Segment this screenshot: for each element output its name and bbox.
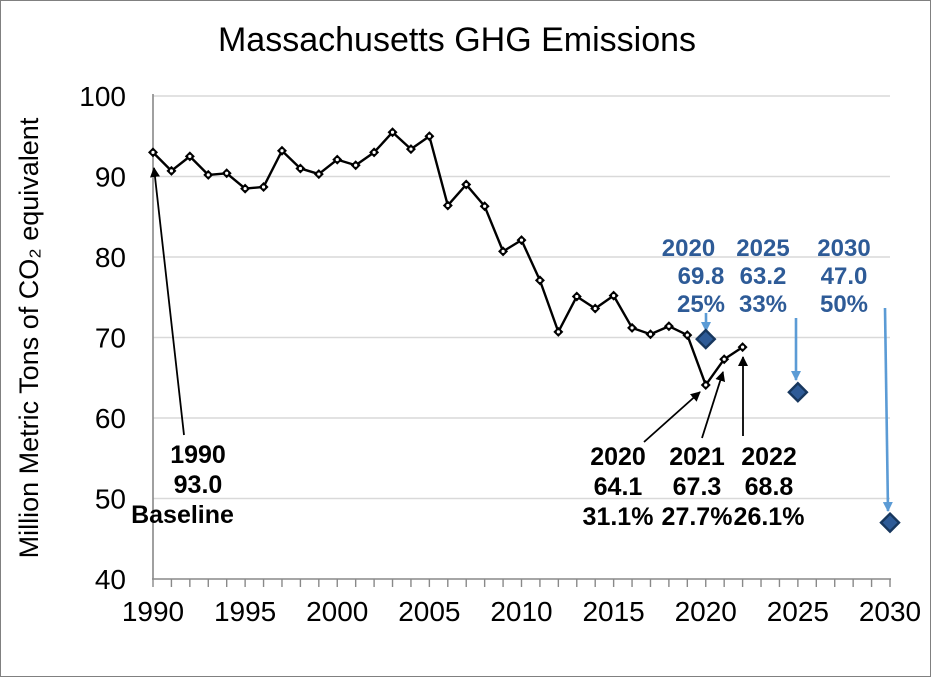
annotation-actual-2021: 2021 67.3 27.7%	[642, 442, 752, 532]
annotation-target-2020-pct: 25%	[676, 291, 726, 318]
annotation-actual-2021-value: 67.3	[672, 473, 722, 501]
marker-center-dot	[169, 169, 174, 173]
y-tick-label-50: 50	[95, 484, 126, 515]
annotation-actual-2021-pct: 27.7%	[661, 503, 733, 531]
marker-center-dot	[630, 326, 634, 330]
annotation-target-2030-pct: 50%	[819, 291, 869, 318]
marker-center-dot	[575, 294, 579, 299]
marker-center-dot	[593, 306, 597, 311]
annotation-target-2025-pct: 33%	[738, 291, 788, 318]
marker-center-dot	[298, 166, 302, 171]
marker-center-dot	[464, 182, 468, 187]
marker-center-dot	[280, 149, 284, 153]
marker-center-dot	[225, 171, 229, 175]
annotation-target-2030-value: 47.0	[820, 263, 868, 290]
y-axis-title: Million Metric Tons of CO₂ equivalent	[14, 117, 44, 559]
annotation-baseline-label: Baseline	[131, 501, 234, 529]
gridlines	[153, 95, 890, 500]
annotation-actual-2020-value: 64.1	[593, 473, 643, 501]
marker-center-dot	[409, 147, 413, 151]
series-actual-emissions	[148, 127, 748, 390]
y-tick-label-60: 60	[95, 403, 126, 434]
annotation-baseline: 1990 93.0 Baseline	[131, 440, 253, 530]
marker-center-dot	[427, 134, 431, 138]
annotation-target-2020-value: 69.8	[677, 263, 725, 290]
annotation-actual-2022-year: 2022	[741, 443, 797, 471]
annotation-arrow-1	[643, 391, 701, 443]
marker-center-dot	[483, 204, 487, 208]
annotation-baseline-year: 1990	[170, 441, 226, 469]
x-tick-label-2015: 2015	[582, 596, 644, 627]
target-marker-2025	[787, 381, 809, 403]
target-marker-2020	[695, 328, 717, 350]
annotation-actual-2022: 2022 68.8 26.1%	[714, 442, 824, 532]
marker-center-dot	[501, 249, 505, 253]
annotation-arrow-6	[882, 307, 893, 512]
x-tick-label-1990: 1990	[122, 596, 184, 627]
annotation-target-2025-year: 2025	[736, 235, 790, 262]
x-tick-label-2010: 2010	[490, 596, 552, 627]
marker-center-dot	[519, 238, 524, 242]
marker-center-dot	[243, 186, 247, 191]
annotation-actual-2022-value: 68.8	[744, 473, 794, 501]
target-marker-2030	[879, 511, 901, 534]
x-tick-label-2005: 2005	[398, 596, 460, 627]
annotation-actual-2020: 2020 64.1 31.1%	[563, 442, 673, 532]
marker-center-dot	[206, 173, 210, 177]
marker-center-dot	[612, 294, 616, 298]
x-tick-label-2025: 2025	[767, 596, 829, 627]
y-tick-label-40: 40	[95, 564, 126, 595]
marker-center-dot	[704, 383, 708, 387]
annotation-actual-2020-year: 2020	[590, 443, 646, 471]
y-tick-labels: 40 50 60 70 80 90 100	[79, 81, 126, 595]
x-tick-label-2000: 2000	[306, 596, 368, 627]
annotation-arrow-0	[150, 167, 185, 436]
x-tick-labels: 1990 1995 2000 2005 2010 2015 2020 2025 2030	[122, 596, 921, 627]
annotation-actual-2021-year: 2021	[669, 443, 725, 471]
marker-center-dot	[261, 185, 266, 189]
annotation-baseline-value: 93.0	[173, 471, 223, 499]
annotation-actual-2022-pct: 26.1%	[733, 503, 805, 531]
annotation-actual-2020-pct: 31.1%	[582, 503, 654, 531]
chart-title: Massachusetts GHG Emissions	[217, 21, 697, 59]
marker-center-dot	[648, 332, 653, 336]
annotation-arrows	[150, 167, 893, 512]
marker-center-dot	[372, 150, 376, 154]
marker-center-dot	[722, 357, 726, 361]
series-targets	[695, 328, 901, 534]
annotation-target-2030-year: 2030	[817, 235, 871, 262]
y-tick-label-90: 90	[95, 162, 126, 193]
annotation-target-2030: 2030 47.0 50%	[789, 235, 899, 319]
marker-center-dot	[685, 333, 689, 337]
y-tick-label-80: 80	[95, 242, 126, 273]
annotation-target-2025-value: 63.2	[739, 263, 787, 290]
marker-center-dot	[151, 150, 155, 154]
annotation-target-2020: 2020 69.8 25%	[646, 235, 756, 319]
y-tick-label-100: 100	[79, 81, 126, 112]
marker-center-dot	[354, 163, 358, 167]
annotation-arrow-2	[701, 371, 726, 439]
x-tick-label-2030: 2030	[859, 596, 921, 627]
annotation-target-2025: 2025 63.2 33%	[708, 235, 818, 319]
annotation-target-2020-year: 2020	[661, 235, 716, 262]
marker-center-dot	[335, 157, 339, 162]
x-tick-label-1995: 1995	[214, 596, 276, 627]
marker-center-dot	[317, 172, 321, 176]
marker-center-dot	[556, 330, 560, 334]
x-tick-label-2020: 2020	[675, 596, 737, 627]
marker-center-dot	[741, 345, 745, 349]
marker-center-dot	[446, 203, 450, 208]
y-tick-label-70: 70	[95, 323, 126, 354]
marker-center-dot	[390, 130, 395, 134]
marker-center-dot	[188, 154, 192, 158]
marker-center-dot	[538, 278, 542, 282]
marker-center-dot	[667, 324, 671, 328]
